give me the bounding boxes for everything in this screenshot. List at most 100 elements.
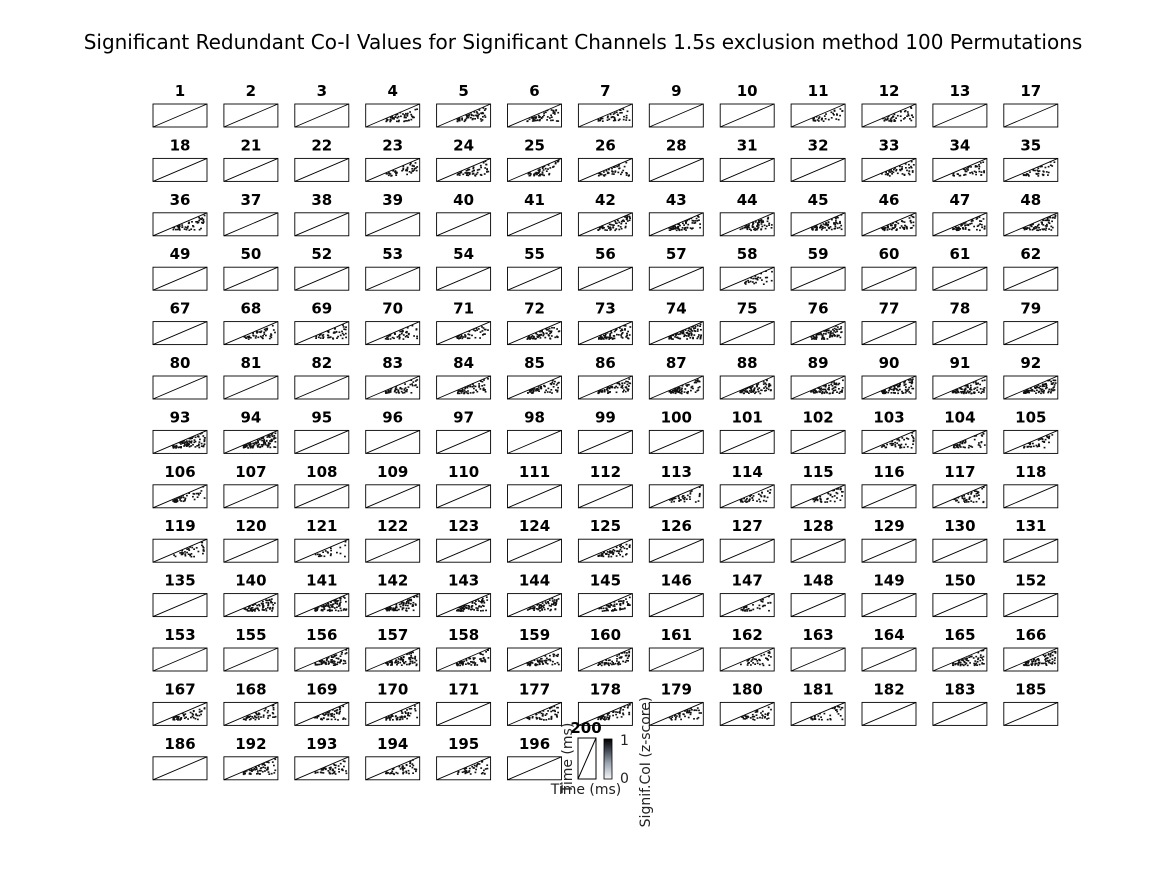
significant-cell (320, 717, 323, 720)
significant-cell (833, 495, 836, 497)
significant-cell (979, 229, 981, 232)
significant-cell (388, 172, 390, 174)
significant-cell (395, 603, 398, 605)
significant-cell (765, 383, 768, 386)
channel-label: 58 (737, 245, 758, 263)
significant-cell (198, 711, 201, 713)
panel-diagonal (436, 266, 491, 291)
significant-cell (552, 655, 555, 658)
significant-cell (539, 174, 541, 177)
significant-cell (601, 120, 604, 122)
significant-cell (901, 390, 903, 393)
significant-cell (620, 386, 623, 389)
significant-cell (267, 603, 270, 605)
significant-cell (202, 549, 205, 551)
significant-cell (910, 166, 913, 169)
significant-cell (545, 602, 548, 605)
channel-label: 101 (732, 408, 763, 426)
channel-label: 34 (949, 136, 970, 154)
significant-cell (247, 447, 249, 449)
panel-diagonal (649, 538, 704, 563)
significant-cell (557, 663, 560, 666)
significant-cell (746, 664, 749, 666)
significant-cell (1032, 223, 1034, 226)
significant-cell (834, 331, 837, 333)
significant-cell (1054, 382, 1057, 384)
significant-cell (609, 659, 611, 661)
significant-cell (463, 606, 466, 608)
channel-panel-114: 114 (719, 463, 775, 509)
channel-label: 105 (1015, 408, 1046, 426)
significant-cell (740, 498, 743, 501)
significant-cell (531, 607, 534, 610)
significant-cell (678, 388, 681, 390)
significant-cell (261, 439, 263, 442)
significant-cell (672, 497, 675, 500)
significant-cell (1027, 662, 1029, 664)
significant-cell (693, 709, 696, 712)
significant-cell (892, 392, 895, 394)
significant-cell (675, 715, 678, 717)
channel-panel-119: 119 (152, 517, 208, 563)
significant-cell (826, 498, 828, 500)
significant-cell (481, 604, 484, 607)
significant-cell (196, 445, 199, 447)
significant-cell (475, 327, 478, 330)
significant-cell (816, 229, 818, 231)
significant-cell (327, 663, 330, 665)
significant-cell (973, 438, 976, 441)
significant-cell (613, 603, 616, 606)
significant-cell (340, 609, 343, 612)
significant-cell (816, 496, 818, 499)
significant-cell (751, 713, 754, 716)
significant-cell (893, 119, 896, 121)
significant-cell (628, 654, 630, 657)
significant-cell (628, 119, 631, 121)
significant-cell (620, 173, 622, 176)
significant-cell (684, 329, 687, 331)
significant-cell (395, 174, 398, 176)
significant-cell (749, 280, 752, 283)
significant-cell (266, 711, 269, 714)
significant-cell (965, 662, 968, 664)
significant-cell (748, 658, 750, 660)
significant-cell (487, 329, 489, 331)
significant-cell (413, 167, 416, 170)
significant-cell (534, 663, 537, 665)
panel-diagonal (578, 375, 633, 400)
significant-cell (616, 550, 618, 553)
significant-cell (188, 492, 190, 494)
significant-cell (670, 228, 673, 231)
significant-cell (544, 391, 546, 394)
significant-cell (406, 327, 409, 329)
significant-cell (828, 384, 830, 387)
significant-cell (188, 549, 191, 551)
channel-panel-89: 89 (790, 354, 846, 400)
significant-cell (264, 441, 267, 444)
significant-cell (750, 229, 752, 232)
channel-panel-58: 58 (719, 245, 775, 291)
significant-cell (415, 663, 418, 666)
significant-cell (890, 120, 893, 123)
significant-cell (606, 713, 609, 716)
significant-cell (550, 608, 552, 611)
significant-cell (457, 172, 460, 175)
significant-cell (385, 717, 387, 719)
significant-cell (759, 494, 762, 497)
significant-cell (670, 501, 673, 503)
significant-cell (628, 711, 631, 714)
significant-cell (402, 660, 404, 662)
significant-cell (757, 390, 760, 393)
significant-cell (529, 662, 532, 665)
significant-cell (625, 216, 628, 219)
significant-cell (954, 391, 957, 393)
channel-label: 164 (873, 626, 904, 644)
significant-cell (248, 772, 251, 774)
significant-cell (483, 173, 486, 175)
significant-cell (1041, 385, 1044, 388)
significant-cell (605, 170, 608, 172)
significant-cell (330, 549, 332, 552)
significant-cell (404, 715, 406, 718)
significant-cell (262, 606, 264, 608)
significant-cell (769, 602, 772, 604)
